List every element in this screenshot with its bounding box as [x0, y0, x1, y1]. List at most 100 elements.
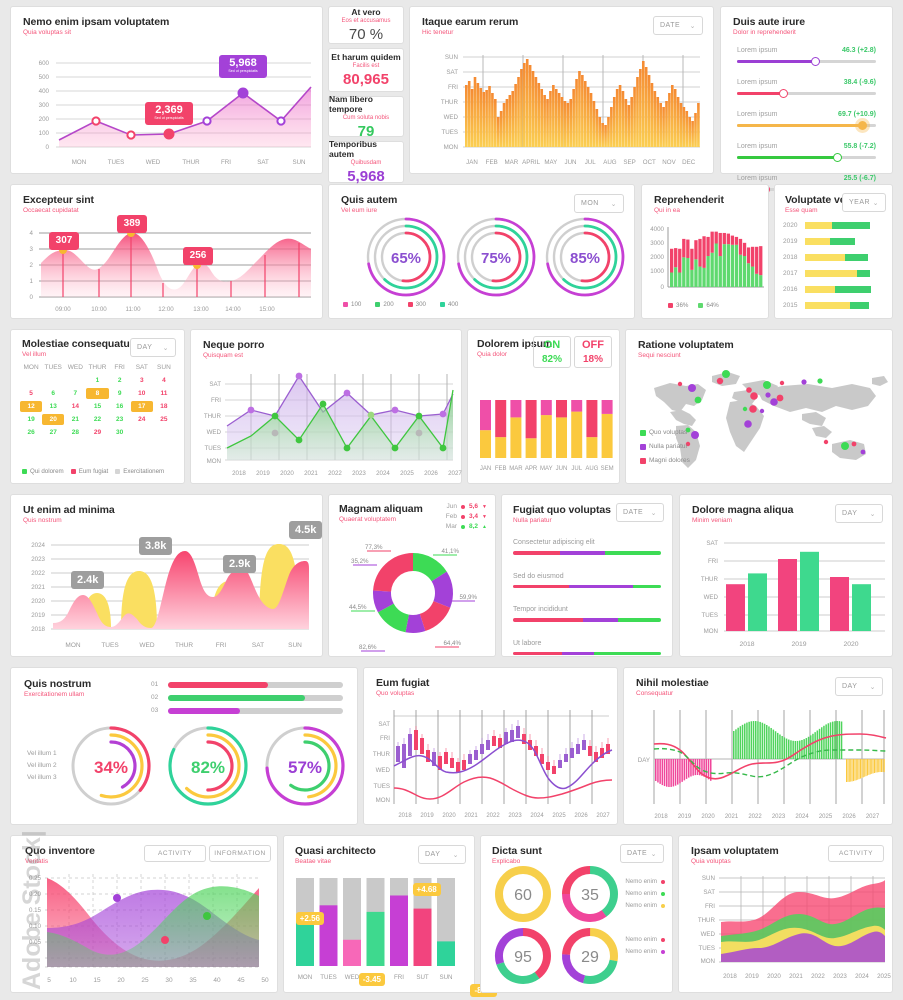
bar-pink [480, 400, 491, 431]
kpi-value: 70 % [348, 26, 384, 43]
svg-text:600: 600 [39, 60, 50, 67]
slider-row[interactable]: Lorem ipsum 69.7 (+10.9) [737, 111, 876, 130]
calendar-day[interactable]: 21 [71, 416, 79, 423]
donut-slice [431, 571, 453, 608]
slice-label: 64,4% [443, 640, 461, 647]
card-header: Ut enim ad minima Quis nostrum [23, 504, 115, 524]
legend-label: Magni dolores [649, 457, 690, 464]
calendar-day[interactable]: 17 [130, 401, 153, 412]
slider-label: Lorem ipsum [737, 175, 778, 182]
axis-tick: 2023 [772, 814, 786, 820]
calendar-day[interactable]: 25 [160, 416, 168, 423]
legend-label: Nemo enim [625, 878, 657, 885]
slice-label: 44,5% [349, 604, 367, 611]
card-title: Magnam aliquam [339, 503, 423, 515]
legend-item: Mar 8,2 ▲ [446, 523, 487, 530]
calendar-day[interactable]: 6 [51, 390, 56, 397]
slider-track[interactable] [737, 153, 876, 162]
nihil-day-select[interactable]: DAY ⌄ [835, 677, 883, 696]
bar [552, 85, 555, 147]
calendar-day[interactable]: 20 [42, 414, 65, 425]
slider-handle[interactable] [833, 153, 843, 162]
hist-bar [865, 759, 867, 777]
molestiae-day-select[interactable]: DAY ⌄ [130, 338, 176, 357]
calendar-grid[interactable]: MON TUES WED THUR FRI SAT SUN 1 2 3 4 5 6 7 8 9 10 11 12 13… [20, 364, 175, 440]
svg-text:TUES: TUES [108, 159, 125, 166]
hist-bar [690, 759, 692, 777]
calendar-day[interactable]: 11 [160, 390, 168, 397]
calendar-day[interactable]: 28 [71, 429, 79, 436]
calendar-day[interactable]: 16 [116, 403, 124, 410]
calendar-day[interactable]: 29 [93, 429, 102, 436]
slider-track[interactable] [737, 89, 876, 98]
axis-tick: 2018 [654, 814, 668, 820]
slider-track[interactable] [737, 57, 876, 66]
slider-handle[interactable] [810, 57, 820, 66]
row-label: 03 [151, 707, 159, 714]
calendar-day[interactable]: 26 [27, 429, 35, 436]
gauge-value: 75% [481, 250, 511, 267]
calendar-day[interactable]: 4 [162, 377, 166, 384]
calendar-day[interactable]: 15 [93, 403, 102, 410]
slider-row[interactable]: Lorem ipsum 38.4 (-9.6) [737, 79, 876, 98]
calendar-day[interactable]: 27 [49, 429, 57, 436]
dolore-day-select[interactable]: DAY ⌄ [835, 504, 883, 523]
kpi-subtitle: Quibusdam [350, 160, 382, 166]
hist-bar [670, 759, 672, 787]
hist-bar [710, 759, 712, 781]
row-label: 2017 [783, 270, 798, 277]
progress-row: Sed do eiusmod [513, 573, 661, 588]
bar [494, 99, 497, 147]
fugiat-date-select[interactable]: DATE ⌄ [616, 503, 664, 522]
svg-text:10:00: 10:00 [91, 306, 107, 313]
slider-handle[interactable] [778, 89, 788, 98]
svg-text:2019: 2019 [31, 612, 45, 619]
calendar-day[interactable]: 5 [29, 390, 33, 397]
calendar-day[interactable]: 13 [49, 403, 57, 410]
slider-row[interactable]: Lorem ipsum 55.8 (-7.2) [737, 143, 876, 162]
calendar-day[interactable]: 7 [73, 390, 78, 397]
calendar-day[interactable]: 24 [138, 416, 146, 423]
information-button[interactable]: INFORMATION [209, 845, 271, 862]
activity-button[interactable]: ACTIVITY [144, 845, 206, 862]
calendar-day[interactable]: 23 [116, 416, 124, 423]
calendar-day[interactable]: 1 [95, 377, 100, 384]
card-voluptate: Voluptate velit Esse quam YEAR ⌄ 2020 201… [774, 184, 893, 319]
slider-row[interactable]: Lorem ipsum 46.3 (+2.8) [737, 47, 876, 66]
calendar-day[interactable]: 18 [160, 403, 168, 410]
calendar-day[interactable]: 22 [93, 416, 102, 423]
card-subtitle: Consequatur [636, 690, 674, 697]
ipsam-area-chart: SUN SAT FRI THUR WED TUES MON 2018 2019 20… [698, 875, 892, 980]
slider-track[interactable] [737, 121, 876, 130]
legend-label: Quo voluptas [649, 429, 688, 436]
calendar-day[interactable]: 30 [116, 429, 124, 436]
hist-bar [832, 721, 834, 759]
dicta-date-select[interactable]: DATE ⌄ [620, 844, 664, 863]
ipsam-activity-button[interactable]: ACTIVITY [828, 845, 884, 862]
legend-dot [461, 504, 465, 509]
hist-bar [748, 721, 750, 759]
card-nihil: Nihil molestiae Consequatur DAY ⌄ DAY 20… [623, 667, 893, 825]
calendar-day[interactable]: 12 [20, 401, 43, 412]
calendar-day[interactable]: 2 [117, 377, 122, 384]
itaque-date-select[interactable]: DATE ⌄ [653, 16, 703, 35]
slider-handle[interactable] [858, 121, 868, 130]
bar-yellow [805, 238, 831, 245]
candle-body [486, 740, 490, 750]
calendar-day[interactable]: 9 [117, 390, 122, 397]
bar [586, 87, 590, 147]
calendar-day[interactable]: 3 [139, 377, 144, 384]
voluptate-year-select[interactable]: YEAR ⌄ [842, 193, 886, 212]
calendar-day[interactable]: 8 [86, 388, 109, 399]
calendar-day[interactable]: 19 [27, 416, 35, 423]
calendar-day[interactable]: 14 [71, 403, 79, 410]
quasi-day-select[interactable]: DAY ⌄ [418, 845, 466, 864]
slider-value: 46.3 (+2.8) [841, 47, 876, 54]
calendar-day[interactable]: 10 [138, 390, 146, 397]
axis-tick: 2027 [596, 813, 610, 819]
calendar-week: 5 6 7 8 9 10 11 [20, 388, 175, 399]
calendar-week: 26 27 28 29 30 [20, 427, 175, 438]
svg-text:2020: 2020 [31, 598, 45, 605]
bar-yellow [556, 417, 567, 458]
quis-autem-select[interactable]: MON ⌄ [574, 194, 624, 213]
